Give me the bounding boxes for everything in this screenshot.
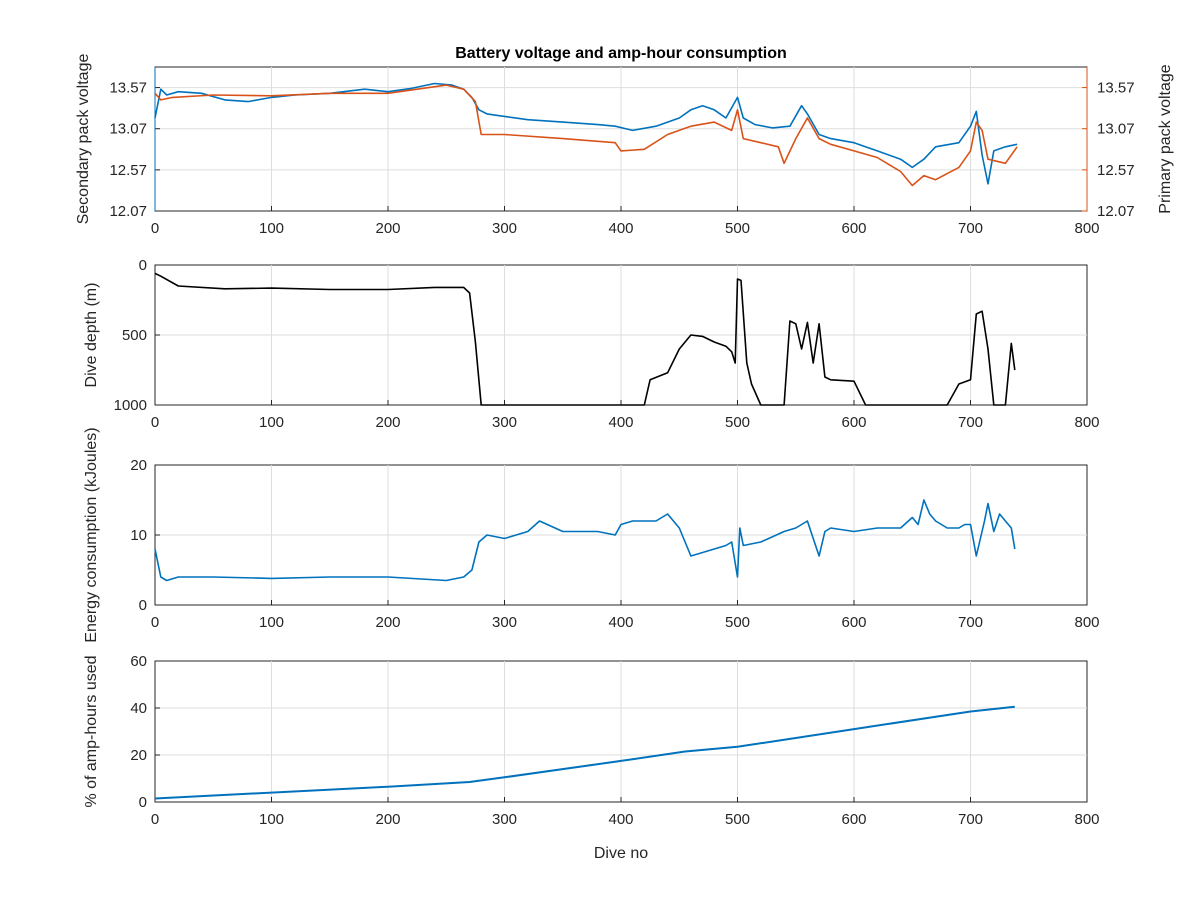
amp-hours-axes: 0 100 200 300 400 500 600 700 800 0 20 40 60 % of amp… <box>83 653 1100 862</box>
x-tick-label: 100 <box>259 220 284 237</box>
y-axis-label: Energy consumption (kJoules) <box>83 427 100 642</box>
x-tick-label: 700 <box>958 220 983 237</box>
x-tick-label: 0 <box>151 414 159 431</box>
x-tick-label: 800 <box>1074 220 1099 237</box>
x-tick-label: 0 <box>151 614 159 631</box>
y-right-tick-label: 13.57 <box>1097 80 1135 97</box>
y-axis-label-right: Primary pack voltage <box>1157 64 1174 213</box>
y-right-tick-label: 12.07 <box>1097 203 1135 220</box>
x-tick-label: 600 <box>841 414 866 431</box>
y-tick-label: 13.57 <box>109 80 147 97</box>
x-tick-label: 300 <box>492 414 517 431</box>
x-tick-label: 0 <box>151 220 159 237</box>
x-tick-label: 500 <box>725 614 750 631</box>
y-right-tick-label: 13.07 <box>1097 121 1135 138</box>
x-tick-label: 0 <box>151 811 159 828</box>
x-tick-label: 500 <box>725 220 750 237</box>
x-tick-label: 600 <box>841 220 866 237</box>
series-line-0 <box>154 272 1016 406</box>
y-tick-label: 12.57 <box>109 162 147 179</box>
x-tick-label: 700 <box>958 614 983 631</box>
x-tick-label: 800 <box>1074 614 1099 631</box>
energy-axes: 0 100 200 300 400 500 600 700 800 0 10 20 Energy con… <box>83 427 1100 642</box>
y-tick-label: 13.07 <box>109 121 147 138</box>
x-tick-label: 300 <box>492 220 517 237</box>
x-tick-label: 200 <box>375 811 400 828</box>
depth-axes: 0 100 200 300 400 500 600 700 800 0 500 1000 Dive de… <box>83 257 1100 431</box>
x-tick-label: 700 <box>958 811 983 828</box>
x-tick-label: 500 <box>725 414 750 431</box>
x-tick-label: 600 <box>841 811 866 828</box>
x-axis-label: Dive no <box>594 845 648 862</box>
y-tick-label: 0 <box>139 794 147 811</box>
x-tick-label: 400 <box>608 811 633 828</box>
y-tick-label: 10 <box>130 527 147 544</box>
x-tick-label: 100 <box>259 414 284 431</box>
x-tick-label: 400 <box>608 220 633 237</box>
y-tick-label: 1000 <box>114 397 147 414</box>
x-tick-label: 200 <box>375 414 400 431</box>
x-tick-label: 500 <box>725 811 750 828</box>
y-tick-label: 40 <box>130 700 147 717</box>
x-tick-label: 300 <box>492 614 517 631</box>
y-right-tick-label: 12.57 <box>1097 162 1135 179</box>
y-axis-label: Dive depth (m) <box>83 283 100 388</box>
x-tick-label: 600 <box>841 614 866 631</box>
x-tick-label: 200 <box>375 220 400 237</box>
x-tick-label: 100 <box>259 811 284 828</box>
voltage-axes: 0 100 200 300 400 500 600 700 80012.0712.5713.07… <box>75 45 1174 237</box>
y-tick-label: 500 <box>122 327 147 344</box>
y-tick-label: 20 <box>130 747 147 764</box>
y-axis-label-left: Secondary pack voltage <box>75 54 92 225</box>
series-line-1 <box>154 84 1018 187</box>
x-tick-label: 700 <box>958 414 983 431</box>
series-line-0 <box>154 499 1016 582</box>
x-tick-label: 800 <box>1074 414 1099 431</box>
y-axis-label: % of amp-hours used <box>83 655 100 807</box>
y-tick-label: 20 <box>130 457 147 474</box>
series-line-0 <box>154 705 1015 800</box>
y-tick-label: 12.07 <box>109 203 147 220</box>
y-tick-label: 0 <box>139 597 147 614</box>
x-tick-label: 100 <box>259 614 284 631</box>
x-tick-label: 300 <box>492 811 517 828</box>
x-tick-label: 200 <box>375 614 400 631</box>
x-tick-label: 400 <box>608 414 633 431</box>
x-tick-label: 800 <box>1074 811 1099 828</box>
y-tick-label: 0 <box>139 257 147 274</box>
x-tick-label: 400 <box>608 614 633 631</box>
y-tick-label: 60 <box>130 653 147 670</box>
chart-title: Battery voltage and amp-hour consumption <box>455 45 787 62</box>
